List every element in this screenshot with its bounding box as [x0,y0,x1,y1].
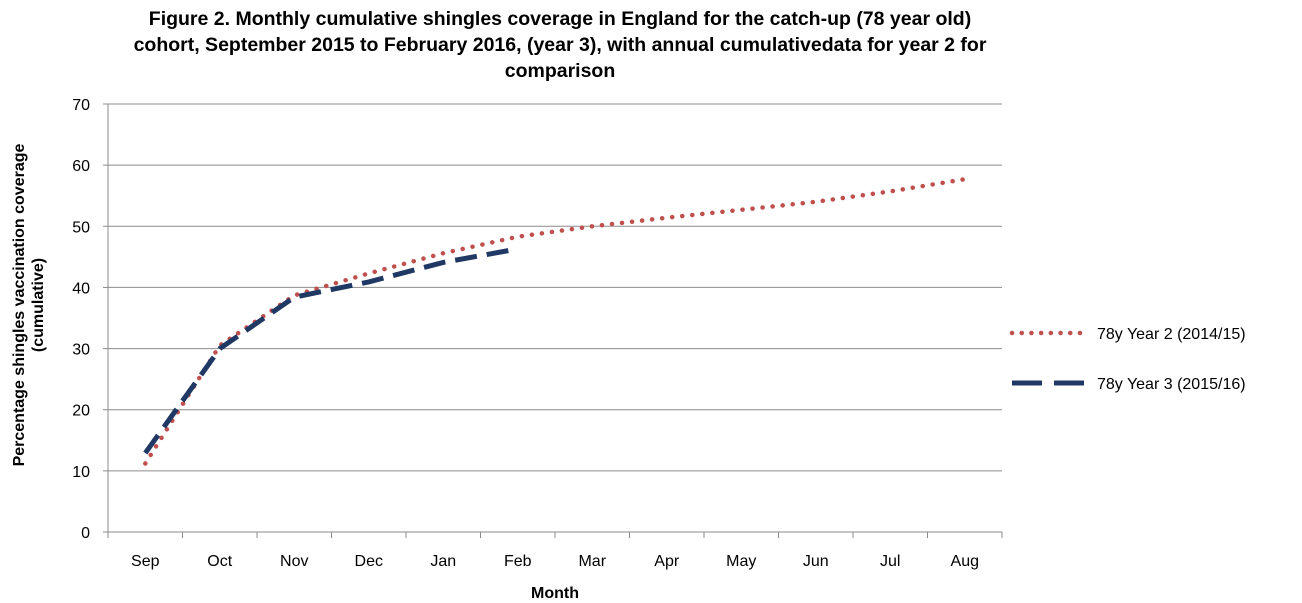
y-tick-label-70: 70 [72,97,90,114]
y-tick-labels: 0 10 20 30 40 50 60 70 [72,97,90,542]
y-tick-label-0: 0 [81,525,90,542]
x-tick-label-nov: Nov [280,553,308,570]
chart-title-line-3: comparison [504,60,616,82]
y-axis-title-line-2: (cumulative) [30,258,47,352]
y-axis-title-line-1: Percentage shingles vaccination coverage [11,144,28,467]
y-tick-label-40: 40 [72,280,90,297]
x-axis-title: Month [531,585,579,602]
x-tick-label-may: May [726,553,756,570]
x-tick-label-dec: Dec [355,553,383,570]
legend-label-2: 78y Year 3 (2015/16) [1097,376,1246,393]
series-line-2 [143,246,519,455]
chart-title-line-2: cohort, September 2015 to February 2016,… [133,34,987,56]
chart-title-line-1: Figure 2. Monthly cumulative shingles co… [148,8,972,30]
y-tick-label-20: 20 [72,403,90,420]
axes [103,103,1003,538]
x-tick-label-oct: Oct [207,553,232,570]
x-tick-label-jul: Jul [880,553,900,570]
x-tick-label-apr: Apr [654,553,680,570]
series-line-1 [143,176,968,466]
y-axis-title: Percentage shingles vaccination coverage… [11,144,47,467]
gridlines [108,103,1002,472]
chart-title: Figure 2. Monthly cumulative shingles co… [60,6,1060,84]
x-tick-label-mar: Mar [578,553,606,570]
x-tick-label-jan: Jan [430,553,456,570]
y-tick-label-60: 60 [72,158,90,175]
y-tick-label-30: 30 [72,342,90,359]
x-tick-label-aug: Aug [951,553,979,570]
y-tick-label-50: 50 [72,219,90,236]
x-tick-labels: Sep Oct Nov Dec Jan Feb Mar Apr May Jun Jul Aug [131,553,979,570]
x-tick-label-feb: Feb [504,553,532,570]
legend-label-1: 78y Year 2 (2014/15) [1097,326,1246,343]
x-tick-label-sep: Sep [131,553,160,570]
legend: 78y Year 2 (2014/15) 78y Year 3 (2015/16) [1009,326,1246,393]
y-tick-label-10: 10 [72,464,90,481]
series-lines [143,176,968,466]
x-tick-label-jun: Jun [803,553,829,570]
